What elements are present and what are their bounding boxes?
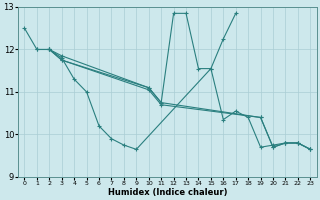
X-axis label: Humidex (Indice chaleur): Humidex (Indice chaleur) [108, 188, 227, 197]
